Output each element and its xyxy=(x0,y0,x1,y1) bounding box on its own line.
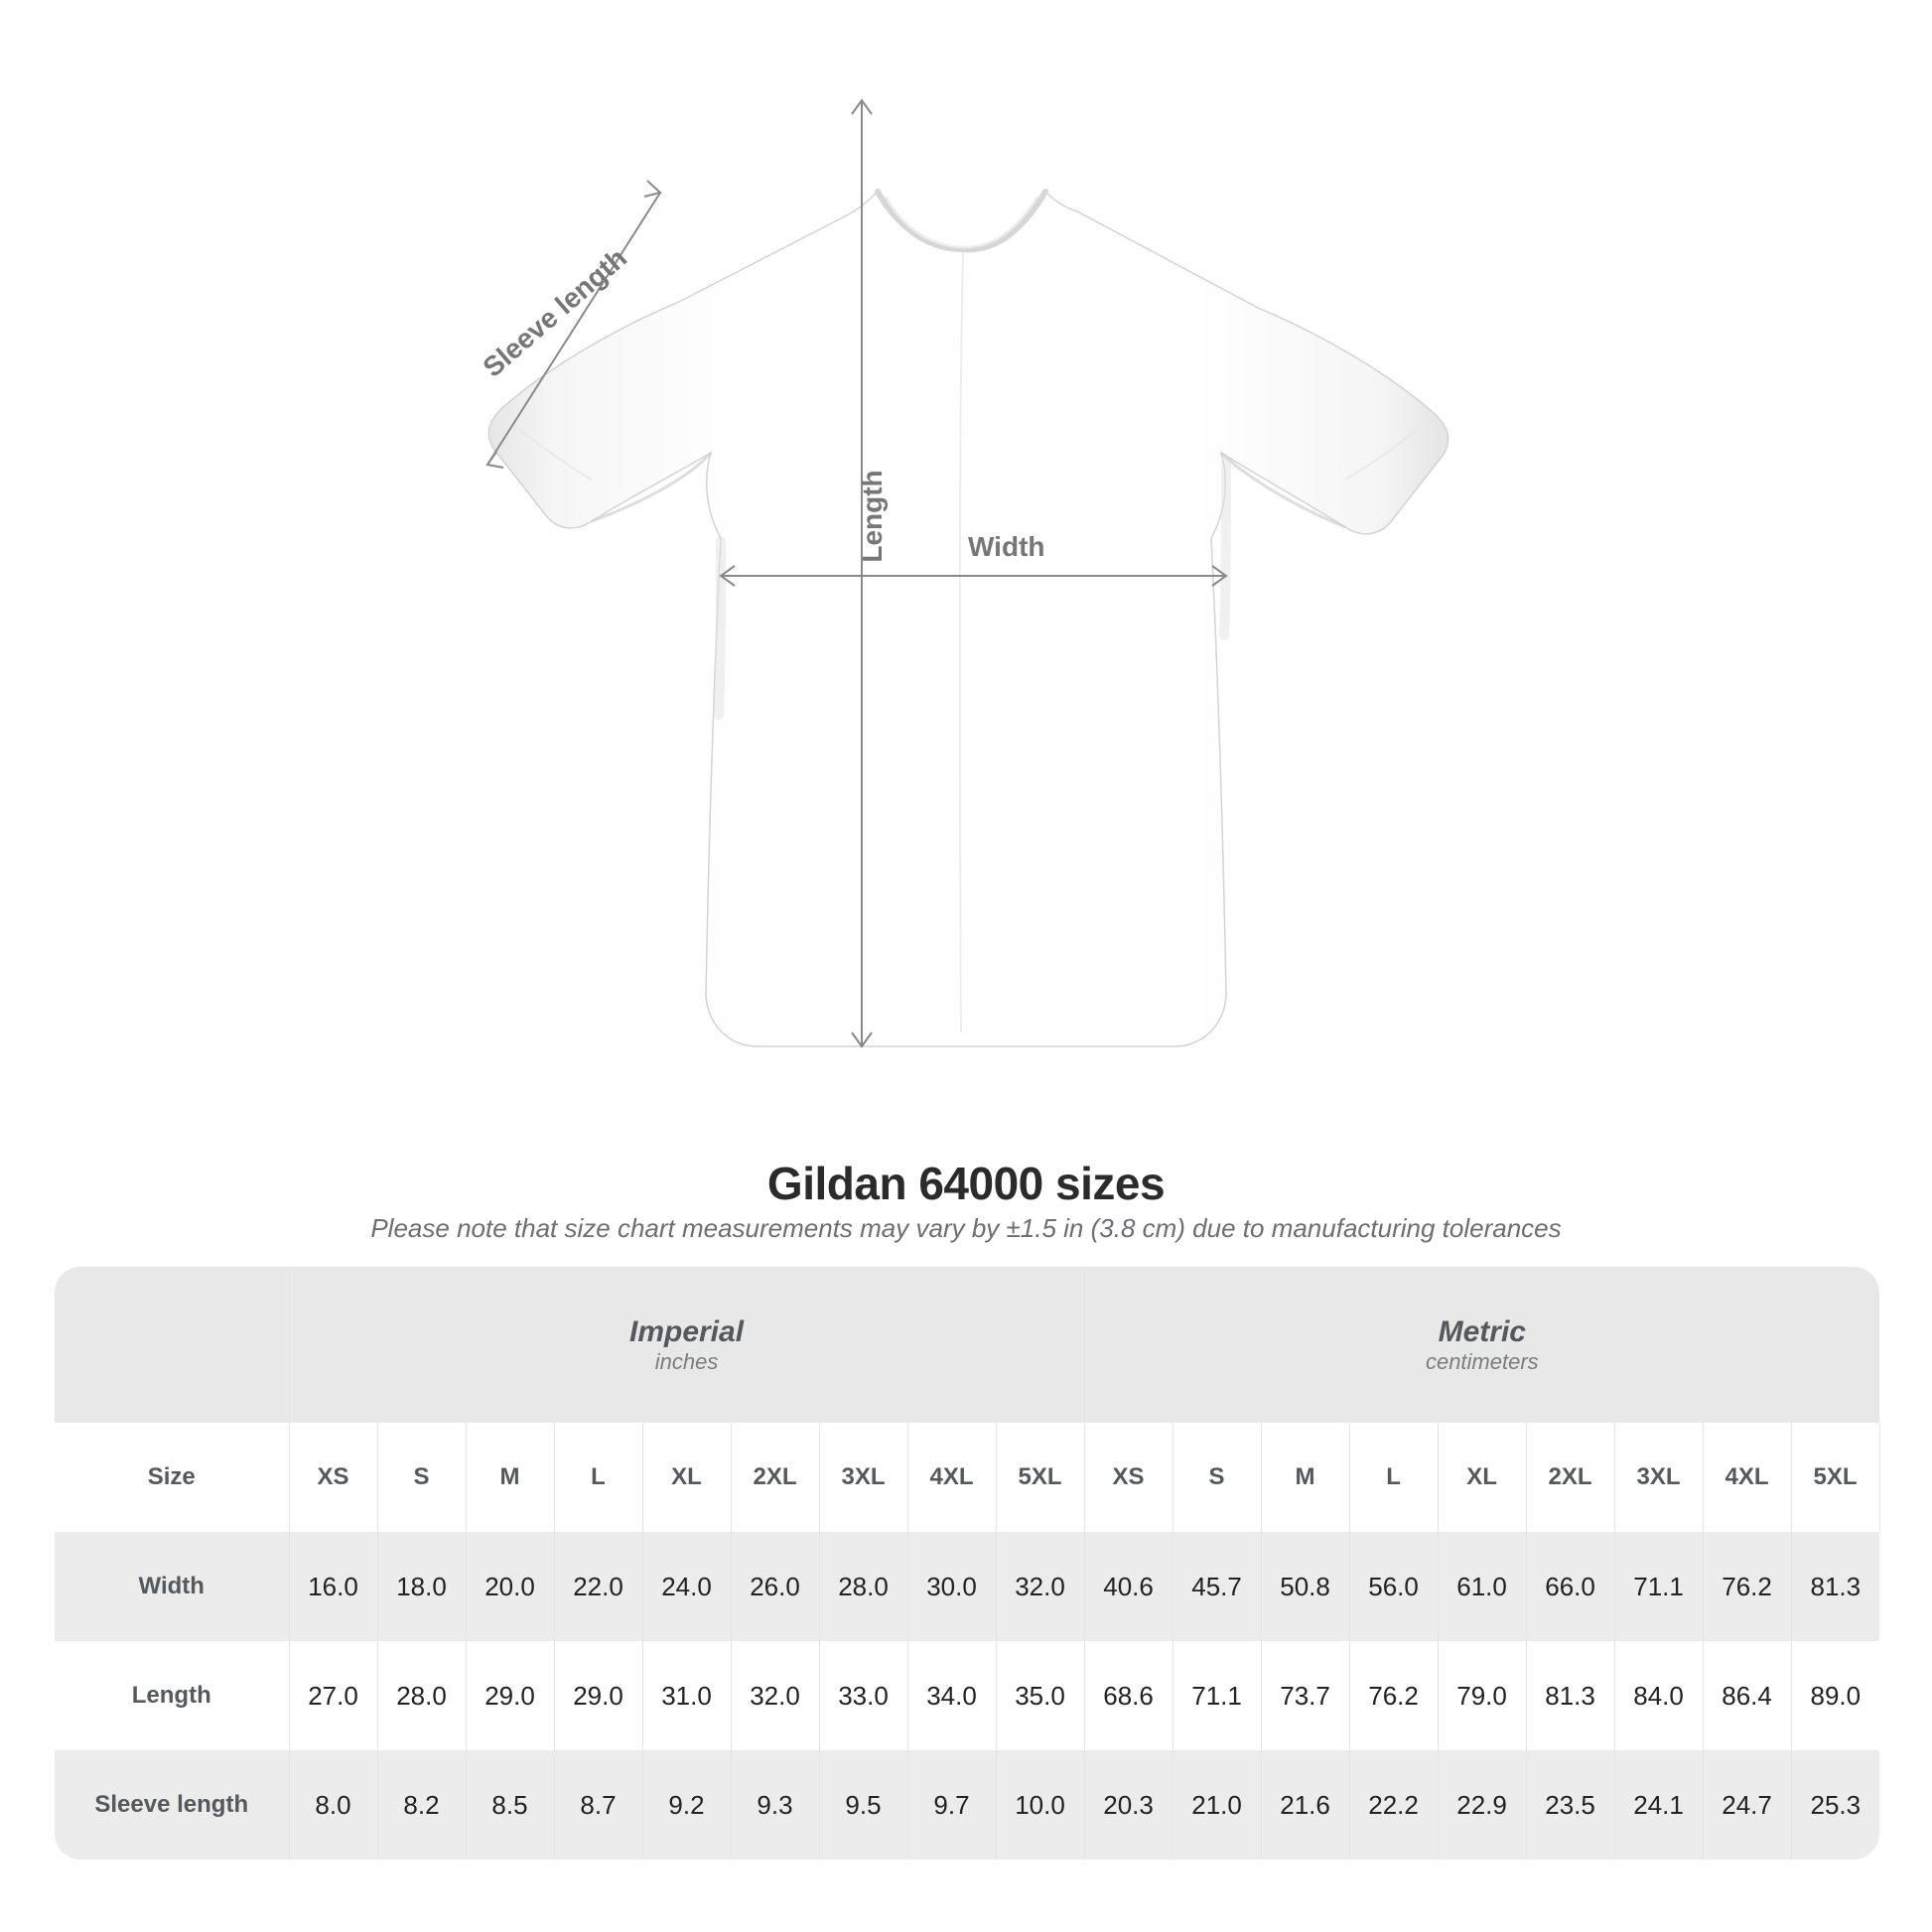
svg-text:Length: Length xyxy=(857,470,888,562)
svg-text:Width: Width xyxy=(968,531,1045,562)
